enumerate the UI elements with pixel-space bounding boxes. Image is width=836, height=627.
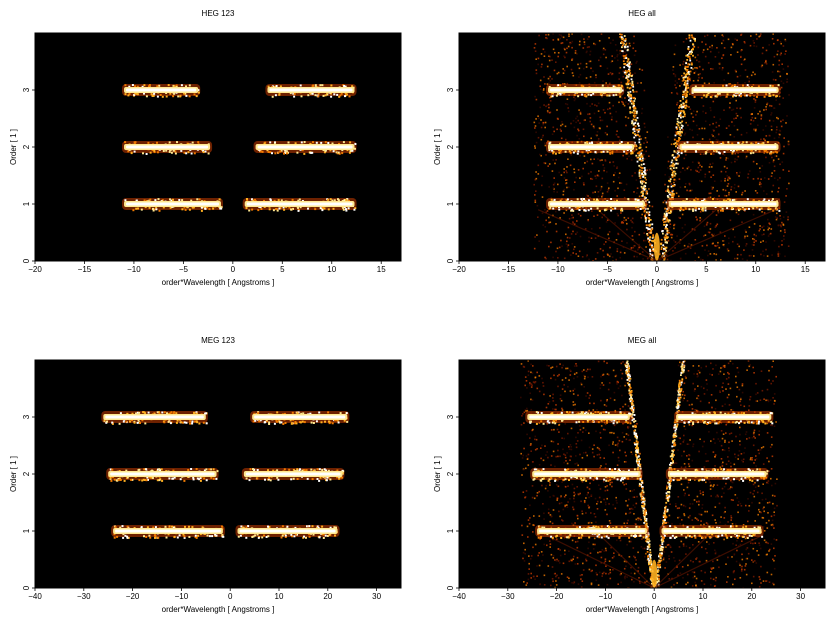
y-tick-label: 1 <box>446 201 455 206</box>
y-tick-label: 0 <box>446 585 455 590</box>
panel-title: HEG 123 <box>202 9 235 18</box>
x-tick-label: 20 <box>747 592 756 601</box>
y-tick-label: 3 <box>22 87 31 92</box>
order-3-band <box>546 84 781 98</box>
x-tick-label: 15 <box>801 265 810 274</box>
x-tick-label: −5 <box>603 265 613 274</box>
order-2-band <box>106 468 345 482</box>
order-1-band <box>111 525 340 539</box>
heatmap-image <box>101 411 350 539</box>
panel-4: −40 −30 −20 −10 0 10 20 30 0 1 2 3 MEG all order*Wave… <box>433 336 826 614</box>
y-axis-label: Order [ 1 ] <box>9 129 18 165</box>
y-axis-label: Order [ 1 ] <box>433 129 442 165</box>
panel-3: −40 −30 −20 −10 0 10 20 30 0 1 2 3 MEG 123 order*Wave… <box>9 336 402 614</box>
x-axis-label: order*Wavelength [ Angstroms ] <box>586 605 699 614</box>
order-1-band <box>546 198 781 212</box>
panel-title: MEG 123 <box>201 336 235 345</box>
order-2-band <box>546 141 781 155</box>
x-tick-label: 10 <box>699 592 708 601</box>
x-tick-label: 0 <box>655 265 660 274</box>
panel-title: MEG all <box>628 336 657 345</box>
x-tick-label: 10 <box>751 265 760 274</box>
diagonal-streaks <box>548 536 760 588</box>
panel-title: HEG all <box>628 9 656 18</box>
x-axis-label: order*Wavelength [ Angstroms ] <box>162 605 275 614</box>
x-tick-label: 15 <box>377 265 386 274</box>
x-tick-label: 5 <box>280 265 285 274</box>
y-tick-label: 2 <box>446 471 455 476</box>
order-3-band <box>122 84 357 98</box>
y-tick-label: 3 <box>22 414 31 419</box>
zero-order-wedge <box>619 33 696 261</box>
y-tick-label: 2 <box>446 144 455 149</box>
y-tick-label: 2 <box>22 144 31 149</box>
y-tick-label: 1 <box>22 528 31 533</box>
x-tick-label: −10 <box>127 265 141 274</box>
x-tick-label: −20 <box>126 592 140 601</box>
x-tick-label: −30 <box>77 592 91 601</box>
panel-2: −20 −15 −10 −5 0 5 10 15 0 1 2 3 HEG all order*Wavele… <box>433 9 826 287</box>
order-2-band <box>530 468 769 482</box>
panel-1: −20 −15 −10 −5 0 5 10 15 0 1 2 3 HEG 123 order*Wavele… <box>9 9 402 287</box>
x-tick-label: −20 <box>550 592 564 601</box>
y-tick-label: 0 <box>446 258 455 263</box>
x-tick-label: −40 <box>452 592 466 601</box>
y-tick-label: 0 <box>22 258 31 263</box>
x-tick-label: 10 <box>275 592 284 601</box>
y-tick-label: 3 <box>446 87 455 92</box>
x-tick-label: −10 <box>175 592 189 601</box>
heatmap-image <box>520 360 778 588</box>
x-tick-label: 0 <box>228 592 233 601</box>
x-tick-label: −5 <box>179 265 189 274</box>
x-tick-label: 30 <box>372 592 381 601</box>
order-1-band <box>535 525 764 539</box>
diagonal-streaks <box>537 209 776 261</box>
y-tick-label: 3 <box>446 414 455 419</box>
x-axis-label: order*Wavelength [ Angstroms ] <box>162 278 275 287</box>
x-tick-label: 20 <box>323 592 332 601</box>
x-tick-label: −10 <box>599 592 613 601</box>
order-3-band <box>101 411 350 425</box>
x-tick-label: −15 <box>78 265 92 274</box>
y-tick-label: 0 <box>22 585 31 590</box>
x-tick-label: 0 <box>652 592 657 601</box>
y-axis-label: Order [ 1 ] <box>9 456 18 492</box>
x-tick-label: 10 <box>327 265 336 274</box>
heatmap-image <box>122 84 357 212</box>
x-tick-label: −20 <box>28 265 42 274</box>
y-tick-label: 2 <box>22 471 31 476</box>
x-tick-label: −10 <box>551 265 565 274</box>
x-tick-label: −30 <box>501 592 515 601</box>
order-2-band <box>122 141 357 155</box>
x-tick-label: 0 <box>231 265 236 274</box>
order-1-band <box>122 198 357 212</box>
heatmap-image <box>533 33 790 261</box>
x-tick-label: −15 <box>502 265 516 274</box>
x-axis-label: order*Wavelength [ Angstroms ] <box>586 278 699 287</box>
order-3-band <box>525 411 774 425</box>
x-tick-label: −40 <box>28 592 42 601</box>
x-tick-label: −20 <box>452 265 466 274</box>
y-axis-label: Order [ 1 ] <box>433 456 442 492</box>
x-tick-label: 30 <box>796 592 805 601</box>
y-tick-label: 1 <box>446 528 455 533</box>
x-tick-label: 5 <box>704 265 709 274</box>
y-tick-label: 1 <box>22 201 31 206</box>
